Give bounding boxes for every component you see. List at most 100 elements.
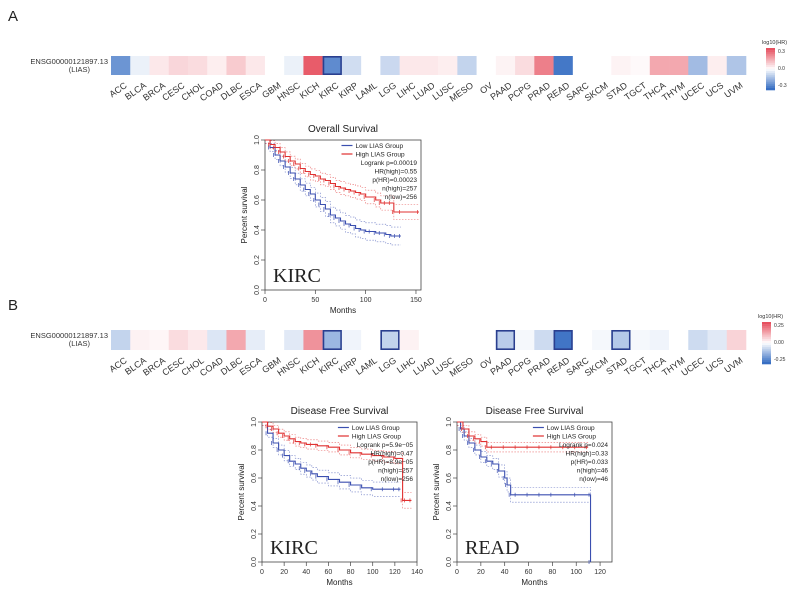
heatmap-cell-highlight (380, 329, 400, 350)
heatmap-row-label: ENSG00000121897.13 (30, 331, 108, 340)
heatmap-cell (726, 330, 747, 350)
heatmap-cell (592, 56, 612, 75)
heatmap-legend-swatch (762, 351, 771, 354)
heatmap-column-label: KIRC (317, 80, 341, 101)
km-x-tick-label: 140 (411, 569, 423, 576)
km-cancer-label: READ (465, 537, 519, 559)
heatmap-legend-swatch (766, 73, 775, 76)
heatmap-cell (361, 330, 381, 350)
km-y-tick-label: 0.8 (254, 165, 261, 175)
km-y-tick-label: 0.6 (251, 473, 258, 483)
heatmap-legend-tick: 0.3 (778, 49, 785, 55)
heatmap-cell (611, 56, 631, 75)
km-confidence-band (265, 139, 401, 228)
km-confidence-band (457, 425, 591, 562)
heatmap-column-label: UCS (704, 80, 725, 99)
heatmap-legend-swatch (762, 361, 771, 365)
heatmap-column-label: LGG (377, 355, 398, 374)
heatmap-legend-swatch (762, 359, 771, 363)
heatmap-cell (418, 330, 439, 350)
km-cancer-label: KIRC (270, 537, 318, 559)
heatmap-legend-swatch (762, 353, 771, 356)
heatmap-row: ENSG00000121897.13(LIAS)ACCBLCABRCACESCC… (30, 55, 747, 104)
km-x-tick-label: 80 (347, 569, 355, 576)
km-y-tick-label: 0.4 (446, 501, 453, 511)
heatmap-legend-swatch (766, 50, 775, 53)
heatmap-cell (630, 56, 651, 75)
heatmap-legend-swatch (766, 64, 775, 68)
heatmap-legend-swatch (762, 336, 771, 340)
km-stat-label: HR(high)=0.47 (371, 451, 414, 458)
km-survival-curve (265, 139, 419, 213)
km-x-tick-label: 40 (501, 569, 509, 576)
heatmap-column-label: LAML (354, 355, 379, 377)
km-x-tick-label: 0 (455, 569, 459, 576)
km-stat-label: p(HR)=0.00023 (372, 177, 417, 184)
km-stat-label: p(HR)=0.033 (571, 459, 609, 466)
heatmap-cell (476, 330, 497, 350)
km-frame (264, 139, 422, 291)
heatmap-legend-swatch (762, 324, 771, 327)
heatmap-legend-swatch (766, 56, 775, 59)
km-stat-label: Logrank p=5.9e−05 (357, 442, 414, 449)
km-confidence-band (265, 143, 401, 246)
km-title: Disease Free Survival (291, 406, 389, 417)
km-y-tick-label: 1.0 (446, 417, 453, 427)
heatmap-cell (284, 330, 304, 350)
km-legend-entry: Low LIAS Group (547, 425, 595, 432)
km-legend-entry: Low LIAS Group (355, 143, 403, 150)
heatmap-legend-swatch (762, 340, 771, 344)
heatmap-legend-swatch (766, 58, 775, 61)
heatmap-cell (515, 330, 535, 350)
heatmap-cell (284, 56, 304, 75)
heatmap-cell (726, 56, 747, 75)
km-stat-label: n(low)=256 (385, 194, 418, 201)
heatmap-cell (187, 56, 208, 75)
km-confidence-band (262, 421, 401, 483)
km-x-tick-label: 80 (548, 569, 556, 576)
heatmap-row-label: ENSG00000121897.13 (30, 57, 108, 66)
heatmap-legend-swatch (762, 330, 771, 333)
km-y-tick-label: 0.0 (446, 557, 453, 567)
km-stat-label: n(high)=257 (378, 468, 413, 475)
heatmap-cell (130, 56, 150, 75)
heatmap-legend-swatch (766, 87, 775, 91)
heatmap-cell (553, 56, 574, 75)
km-y-axis-label: Percent survival (237, 463, 246, 520)
heatmap-cell (534, 56, 554, 75)
heatmap-cell (399, 56, 420, 75)
km-x-axis-label: Months (330, 306, 356, 315)
heatmap-cell (380, 56, 400, 75)
km-confidence-band (457, 421, 591, 551)
heatmap-cell (630, 330, 651, 350)
km-x-tick-label: 0 (260, 569, 264, 576)
heatmap-cell (245, 56, 266, 75)
km-legend-entry: Low LIAS Group (352, 425, 400, 432)
km-y-tick-label: 0.6 (446, 473, 453, 483)
heatmap-cell (669, 56, 689, 75)
km-confidence-band (265, 139, 419, 205)
km-y-tick-label: 0.4 (251, 501, 258, 511)
heatmap-legend-swatch (762, 347, 771, 350)
km-cancer-label: KIRC (273, 265, 321, 287)
km-stat-label: HR(high)=0.55 (375, 169, 418, 176)
km-confidence-band (262, 421, 412, 493)
heatmap-cell (592, 330, 612, 350)
km-title: Overall Survival (308, 124, 378, 135)
heatmap-cell (553, 330, 574, 350)
km-frame (456, 421, 613, 563)
heatmap-cell (226, 56, 246, 75)
km-y-tick-label: 0.8 (251, 445, 258, 455)
heatmap-legend-swatch (766, 81, 775, 84)
km-confidence-band (265, 143, 419, 220)
km-x-tick-label: 20 (477, 569, 485, 576)
heatmap-cell (322, 56, 343, 75)
heatmap-legend-tick: 0.25 (774, 323, 784, 329)
heatmap-legend-title: log10(HR) (758, 314, 783, 320)
km-stat-label: n(high)=257 (382, 186, 417, 193)
km-x-axis-label: Months (326, 578, 352, 587)
km-plot: Disease Free Survival 0.0 0.2 0.4 0.6 0.8 1.0 0… (432, 406, 613, 587)
heatmap-legend-swatch (766, 66, 775, 70)
heatmap-cell (399, 330, 420, 350)
km-y-axis-label: Percent survival (240, 186, 249, 243)
